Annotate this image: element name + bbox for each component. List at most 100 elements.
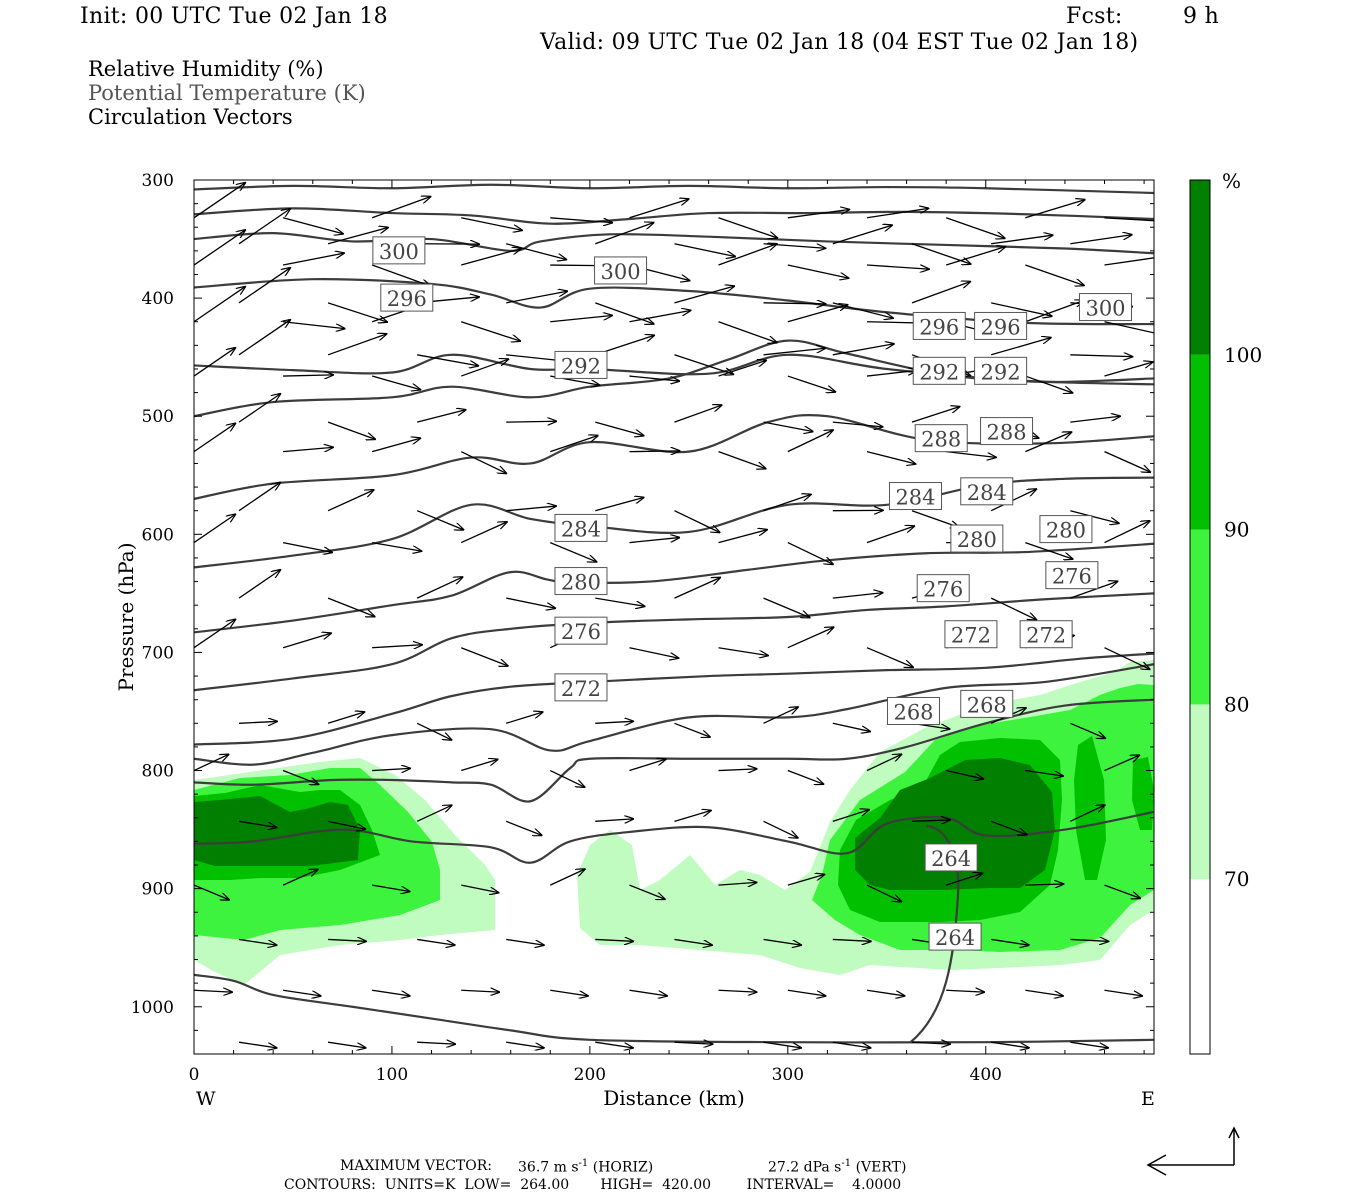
circulation-vector [238, 1041, 277, 1048]
circulation-vector [832, 225, 892, 245]
circulation-vector [238, 394, 280, 423]
circulation-vector [327, 421, 375, 439]
circulation-vector [991, 1041, 1029, 1048]
circulation-vector [1025, 989, 1063, 996]
forecast-label: Fcst: [1066, 4, 1123, 29]
circulation-vector [866, 884, 901, 902]
circulation-vector [787, 430, 833, 453]
circulation-vector [629, 759, 665, 772]
contour-label-text: 272 [561, 677, 601, 701]
circulation-vector [629, 375, 679, 381]
circulation-vector [1104, 321, 1154, 334]
colorbar-segment [1190, 529, 1210, 705]
y-tick-label: 400 [142, 289, 174, 309]
circulation-vector [327, 302, 387, 322]
contour-label-text: 280 [1046, 519, 1086, 543]
contour-label-text: 276 [1052, 565, 1092, 589]
circulation-vector [718, 769, 757, 771]
x-tick-label: 100 [376, 1065, 408, 1085]
circulation-vector [1025, 884, 1063, 885]
contour-label-box [974, 356, 1028, 385]
contour-label: 288 [914, 424, 968, 453]
rh-100-area-west [194, 796, 360, 866]
circulation-vector [371, 197, 430, 219]
circulation-vector [763, 303, 826, 304]
contour-label-text: 268 [893, 700, 933, 724]
circulation-vector [595, 223, 653, 245]
contour-label-text: 292 [981, 360, 1021, 384]
y-tick-label: 800 [142, 762, 174, 782]
contour-label: 300 [372, 236, 426, 265]
circulation-vector [866, 208, 928, 219]
circulation-vector [282, 253, 344, 266]
contour-label-box [554, 567, 608, 596]
circulation-vector [238, 570, 280, 599]
horizontal-unit: (HORIZ) [592, 1159, 654, 1176]
circulation-vector [1070, 805, 1104, 822]
circulation-vector [763, 494, 811, 512]
circulation-vector [629, 538, 679, 544]
contour-label-box [924, 843, 978, 872]
theta-contour-280 [194, 542, 1154, 634]
circulation-vector [1104, 884, 1141, 898]
circulation-vector [946, 451, 996, 458]
circulation-vector [866, 264, 929, 269]
reference-vector-key [1146, 1126, 1240, 1176]
contour-label-text: 276 [923, 578, 963, 602]
circulation-vector [371, 264, 430, 286]
circulation-vector [787, 542, 833, 565]
x-axis-title: Distance (km) [603, 1086, 745, 1110]
colorbar-frame [1189, 179, 1211, 1055]
circulation-vector [595, 721, 633, 723]
circulation-vector [506, 506, 556, 512]
circulation-vector [991, 302, 1052, 316]
circulation-vector [372, 541, 421, 552]
circulation-vector [1104, 217, 1154, 222]
contour-label-box [974, 311, 1028, 340]
circulation-vector [718, 647, 768, 656]
circulation-vector [327, 712, 364, 724]
contour-label: 272 [554, 673, 608, 702]
contour-label: 296 [974, 311, 1028, 340]
circulation-vector [550, 541, 596, 562]
contour-label: 272 [944, 620, 998, 649]
contour-label: 268 [960, 689, 1014, 718]
contour-label-text: 296 [919, 315, 959, 339]
max-vector-label: MAXIMUM VECTOR: [340, 1158, 492, 1174]
circulation-vector [763, 938, 802, 945]
x-tick-label: 300 [772, 1065, 804, 1085]
contour-label: 284 [960, 477, 1014, 506]
x-tick-label: 400 [970, 1065, 1002, 1085]
contour-label-box [887, 696, 941, 725]
circulation-vector [327, 490, 374, 512]
circulation-vector [238, 209, 290, 245]
circulation-vector [416, 722, 451, 740]
circulation-vector [674, 938, 712, 945]
circulation-vector [718, 321, 777, 343]
circulation-vector [371, 438, 420, 453]
contour-label: 292 [974, 356, 1028, 385]
circulation-vector [238, 820, 277, 827]
colorbar-unit: % [1222, 169, 1241, 193]
circulation-vector [674, 286, 734, 304]
circulation-vector [674, 810, 710, 822]
circulation-vector [832, 344, 894, 356]
contour-label-text: 264 [935, 926, 975, 950]
colorbar-segment [1190, 704, 1210, 880]
contour-label-text: 292 [561, 354, 601, 378]
circulation-vector [763, 707, 798, 724]
circulation-vector [763, 243, 826, 248]
theta-contour-264 [194, 973, 1154, 1044]
circulation-vector [832, 421, 883, 427]
rh-90-100-cell-east-1 [1074, 736, 1106, 880]
contour-label: 292 [554, 350, 608, 379]
circulation-vector [595, 498, 643, 512]
contour-label: 276 [554, 616, 608, 645]
axes: 0 100 200 300 400 300 400 500 600 700 800 900 1000 [131, 171, 1154, 1085]
theta-contour-296 [194, 278, 1154, 326]
circulation-vector [911, 407, 960, 423]
theta-contour-268 [194, 663, 1154, 766]
theta-contour-264 [194, 698, 1154, 803]
circulation-vector [990, 597, 1036, 620]
circulation-vector [991, 938, 1029, 945]
